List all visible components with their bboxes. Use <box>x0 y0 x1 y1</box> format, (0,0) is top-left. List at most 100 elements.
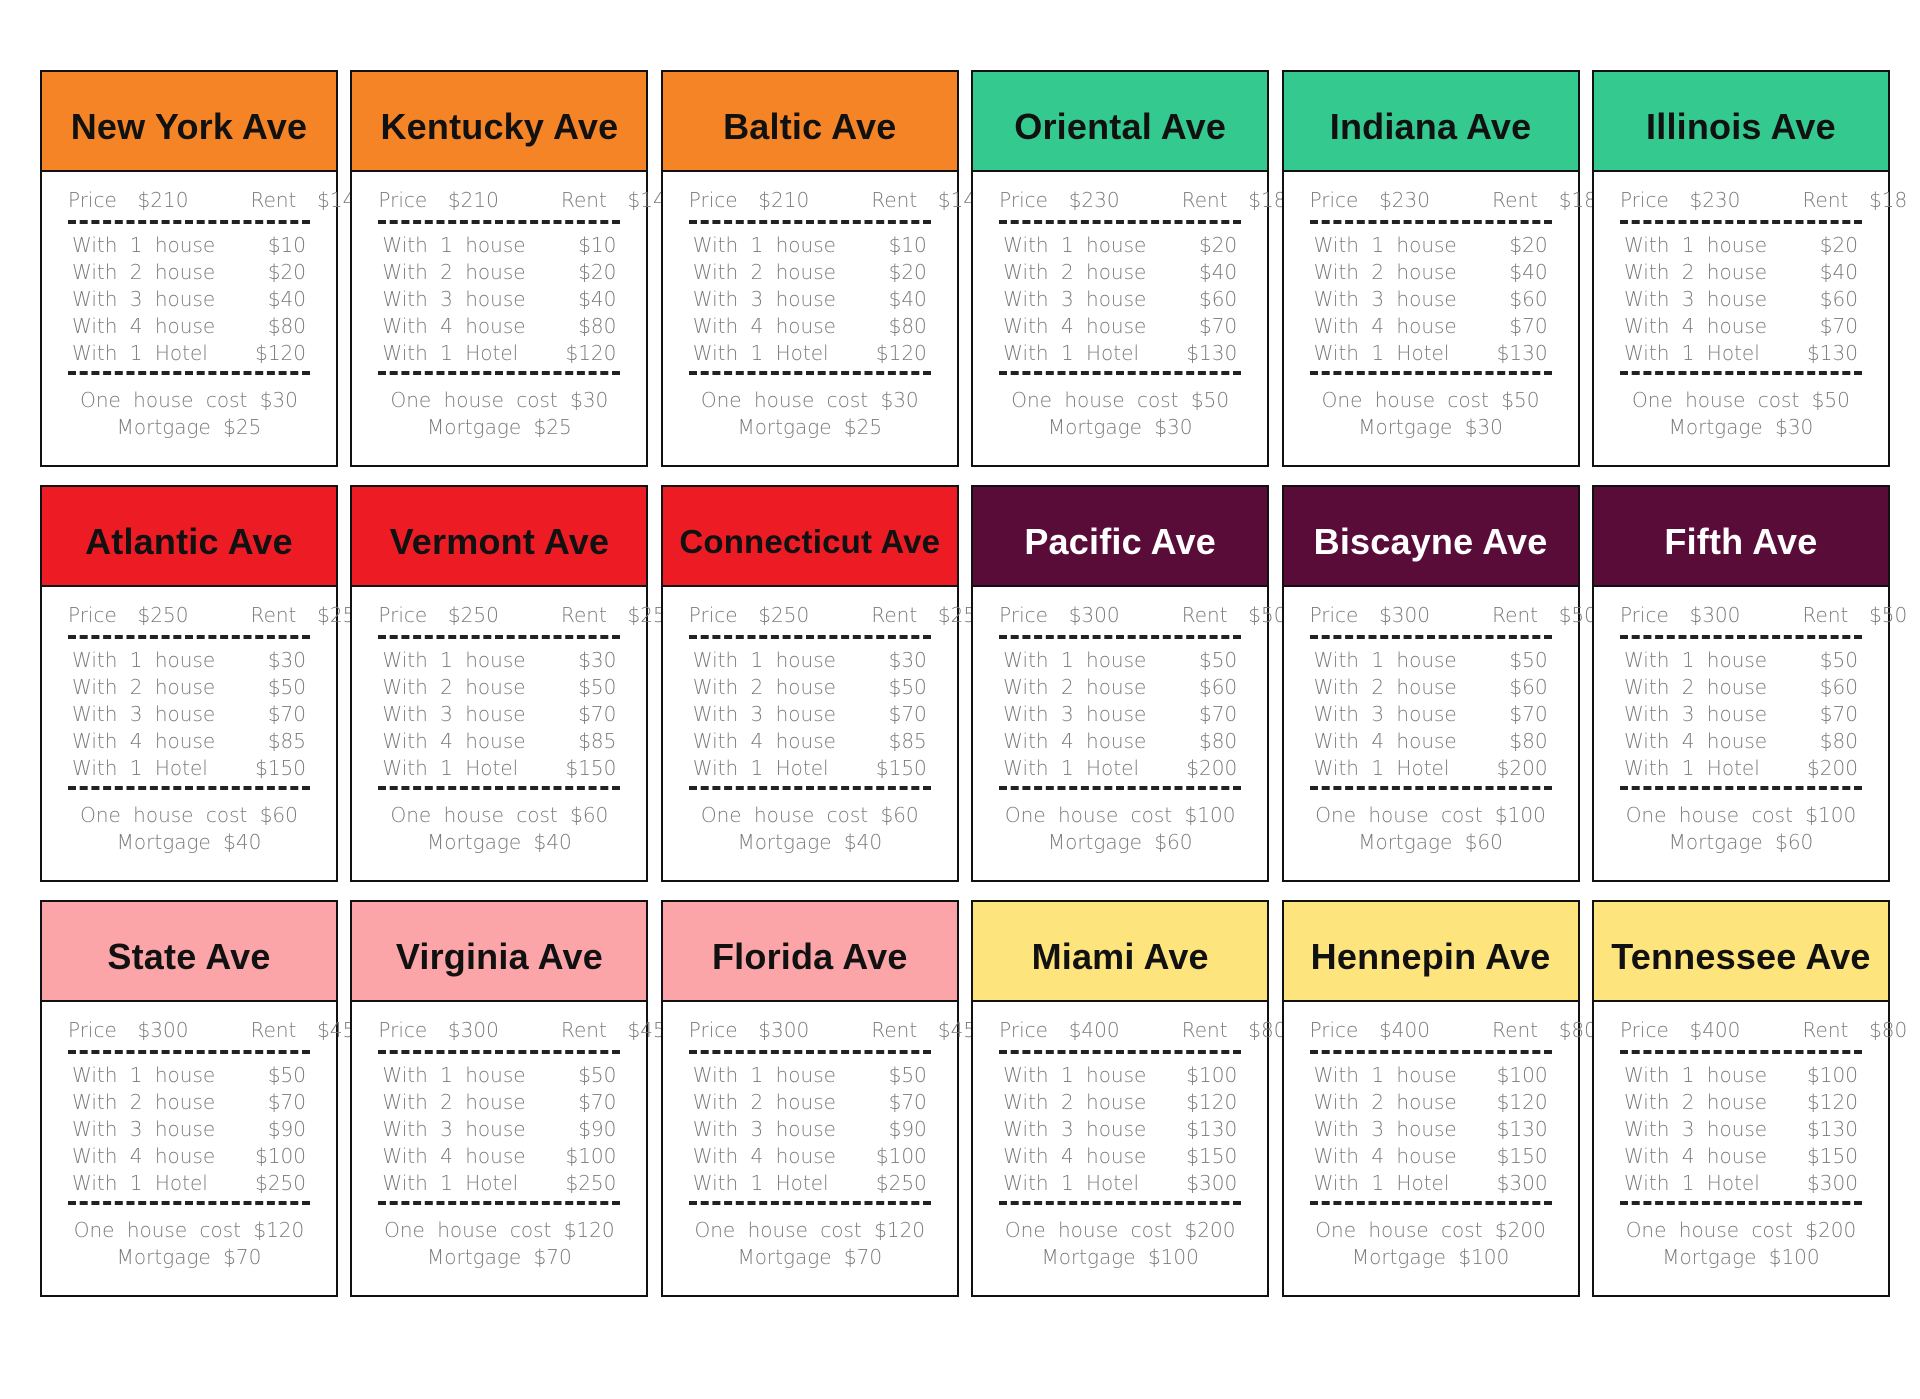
price-label: Price <box>68 188 117 212</box>
dashed-divider <box>68 786 310 790</box>
mortgage-value: $70 <box>223 1245 262 1269</box>
rent-row-value: $70 <box>1509 314 1548 338</box>
rent-row-label: With 3 house <box>1003 702 1147 726</box>
rent-row-label: With 1 house <box>1003 648 1147 672</box>
property-card: New York Ave Price $210 Rent $14 With 1 … <box>40 70 355 467</box>
rent-row-3-house: With 3 house $70 <box>68 701 310 728</box>
rent-row-label: With 2 house <box>692 1090 836 1114</box>
dashed-divider <box>1619 635 1862 639</box>
rent-row-value: $40 <box>578 287 617 311</box>
property-name: Oriental Ave <box>1014 106 1227 147</box>
rent-row-hotel: With 1 Hotel $300 <box>999 1170 1241 1197</box>
mortgage-label: Mortgage <box>116 1245 211 1269</box>
house-cost-row: One house cost $100 <box>1620 802 1862 829</box>
rent-row-label: With 1 house <box>382 648 526 672</box>
rent-row-2-house: With 2 house $50 <box>378 674 620 701</box>
rent-row-label: With 3 house <box>692 702 836 726</box>
price-label: Price <box>378 188 428 212</box>
mortgage-row: Mortgage $70 <box>68 1244 310 1271</box>
price-label: Price <box>1619 188 1669 212</box>
price-rent-row: Price $300 Rent $50 <box>1620 599 1907 631</box>
rent-row-4-house: With 4 house $70 <box>1310 313 1552 340</box>
rent-row-value: $130 <box>1496 341 1548 365</box>
mortgage-value: $30 <box>1775 415 1814 439</box>
rent-row-label: With 3 house <box>1623 287 1768 311</box>
property-card: Biscayne Ave Price $300 Rent $50 With 1 … <box>1281 485 1597 882</box>
rent-row-label: With 3 house <box>692 287 836 311</box>
mortgage-label: Mortgage <box>116 415 211 439</box>
house-cost-label: One house cost <box>1011 388 1179 412</box>
rent-row-label: With 1 Hotel <box>1003 1171 1139 1195</box>
rent-row-value: $100 <box>875 1144 927 1168</box>
rent-row-label: With 3 house <box>382 287 526 311</box>
house-cost-row: One house cost $200 <box>999 1217 1241 1244</box>
rent-value: $50 <box>1869 603 1908 627</box>
rent-row-value: $40 <box>888 287 927 311</box>
rent-row-value: $70 <box>267 702 306 726</box>
property-card: State Ave Price $300 Rent $45 With 1 hou… <box>40 900 355 1297</box>
rent-row-hotel: With 1 Hotel $150 <box>378 755 620 782</box>
rent-row-4-house: With 4 house $100 <box>68 1143 310 1170</box>
rent-value: $80 <box>1248 1018 1287 1042</box>
house-cost-row: One house cost $30 <box>689 387 931 414</box>
rent-row-label: With 1 house <box>72 648 216 672</box>
mortgage-label: Mortgage <box>1047 830 1142 854</box>
rent-row-value: $120 <box>1186 1090 1238 1114</box>
rent-row-label: With 1 Hotel <box>72 341 208 365</box>
rent-row-label: With 1 house <box>72 1063 216 1087</box>
rent-row-label: With 2 house <box>1313 675 1457 699</box>
rent-row-value: $50 <box>267 1063 306 1087</box>
rent-row-hotel: With 1 Hotel $250 <box>68 1170 310 1197</box>
property-name: Fifth Ave <box>1664 521 1818 562</box>
rent-row-value: $120 <box>565 341 617 365</box>
mortgage-row: Mortgage $40 <box>689 829 931 856</box>
house-cost-value: $30 <box>570 388 609 412</box>
property-name: Virginia Ave <box>395 936 603 977</box>
property-name: Baltic Ave <box>723 106 897 147</box>
card-color-header: Vermont Ave <box>352 487 647 587</box>
rent-row-1-house: With 1 house $50 <box>68 1062 310 1089</box>
card-color-header: Oriental Ave <box>973 72 1268 172</box>
rent-row-label: With 1 Hotel <box>1313 341 1450 365</box>
house-cost-label: One house cost <box>1004 803 1173 827</box>
rent-row-value: $100 <box>1496 1063 1548 1087</box>
rent-row-label: With 1 Hotel <box>692 341 829 365</box>
rent-row-1-house: With 1 house $100 <box>1310 1062 1552 1089</box>
mortgage-value: $100 <box>1458 1245 1510 1269</box>
mortgage-label: Mortgage <box>1047 415 1142 439</box>
property-name: State Ave <box>107 936 271 977</box>
mortgage-value: $30 <box>1464 415 1503 439</box>
rent-value: $50 <box>1558 603 1597 627</box>
rent-row-value: $20 <box>267 260 306 284</box>
rent-row-4-house: With 4 house $150 <box>1620 1143 1862 1170</box>
mortgage-row: Mortgage $25 <box>378 414 620 441</box>
rent-row-4-house: With 4 house $100 <box>689 1143 931 1170</box>
property-name: Hennepin Ave <box>1310 936 1551 977</box>
price-value: $400 <box>1068 1018 1120 1042</box>
rent-row-label: With 1 Hotel <box>1623 1171 1760 1195</box>
property-name: Pacific Ave <box>1024 521 1216 562</box>
house-cost-label: One house cost <box>700 388 869 412</box>
house-cost-value: $200 <box>1184 1218 1236 1242</box>
property-card: Illinois Ave Price $230 Rent $18 With 1 … <box>1591 70 1907 467</box>
property-card: Florida Ave Price $300 Rent $45 With 1 h… <box>660 900 976 1297</box>
price-value: $210 <box>447 188 499 212</box>
rent-row-value: $40 <box>1198 260 1238 284</box>
price-label: Price <box>688 1018 738 1042</box>
rent-row-label: With 1 house <box>1623 1063 1768 1087</box>
dashed-divider <box>688 1050 931 1054</box>
rent-row-value: $150 <box>1496 1144 1548 1168</box>
mortgage-value: $70 <box>843 1245 883 1269</box>
rent-row-4-house: With 4 house $80 <box>1620 728 1862 755</box>
card-body: Price $400 Rent $80 With 1 house $100 Wi… <box>1284 1002 1597 1271</box>
rent-row-value: $60 <box>1198 287 1238 311</box>
rent-row-1-house: With 1 house $10 <box>378 232 620 259</box>
card-color-header: Florida Ave <box>662 902 957 1002</box>
rent-row-4-house: With 4 house $85 <box>68 728 310 755</box>
dashed-divider <box>999 635 1242 639</box>
card-color-header: Atlantic Ave <box>42 487 336 587</box>
rent-row-3-house: With 3 house $130 <box>1310 1116 1552 1143</box>
rent-row-1-house: With 1 house $100 <box>1620 1062 1862 1089</box>
rent-row-value: $200 <box>1807 756 1858 780</box>
house-cost-row: One house cost $50 <box>1310 387 1552 414</box>
